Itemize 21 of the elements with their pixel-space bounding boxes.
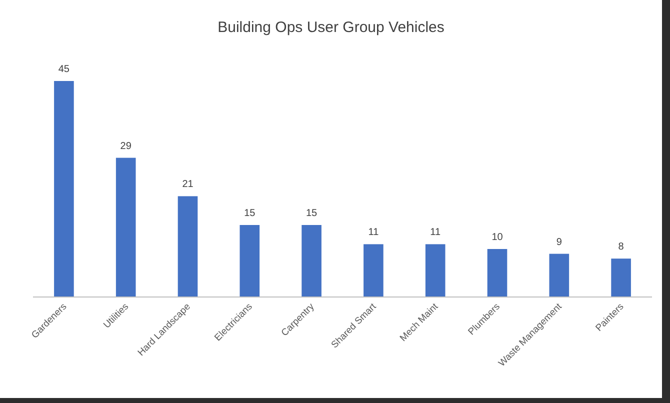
data-label: 21 — [182, 179, 194, 190]
data-label: 45 — [58, 64, 70, 75]
bar — [240, 225, 260, 297]
data-label: 9 — [556, 236, 562, 248]
data-label: 15 — [306, 208, 318, 219]
chart-title: Building Ops User Group Vehicles — [218, 19, 444, 36]
bar — [487, 249, 508, 297]
data-label: 10 — [492, 232, 504, 243]
data-label: 15 — [244, 208, 256, 219]
data-label: 8 — [618, 242, 624, 253]
bar — [611, 258, 631, 297]
bar — [302, 225, 322, 297]
data-label: 29 — [120, 140, 132, 152]
bar — [54, 81, 74, 297]
data-label: 11 — [368, 227, 380, 238]
data-label: 11 — [430, 227, 441, 238]
bar — [178, 196, 198, 297]
bar — [116, 158, 136, 297]
bar — [364, 244, 384, 297]
bar — [425, 244, 446, 297]
bar — [549, 254, 570, 297]
